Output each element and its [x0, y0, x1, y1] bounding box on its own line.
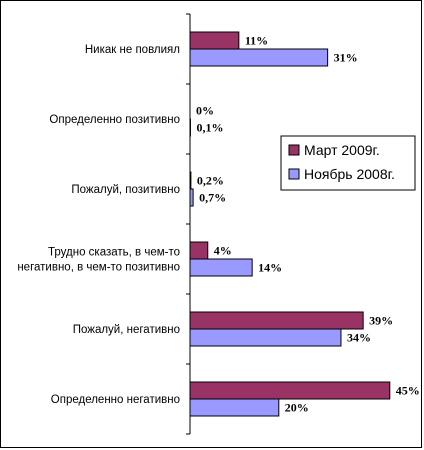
bar-noyabr-2008	[189, 328, 342, 347]
category-label: Определенно позитивно	[49, 114, 180, 126]
category-label: Пожалуй, позитивно	[71, 184, 180, 196]
bar-noyabr-2008	[189, 188, 194, 207]
category-label: Пожалуй, негативно	[73, 324, 180, 336]
bar-noyabr-2008	[189, 48, 329, 67]
data-label: 11%	[245, 34, 268, 48]
data-label: 0,7%	[199, 191, 226, 205]
legend-label: Март 2009г.	[304, 142, 380, 158]
data-label: 34%	[347, 331, 371, 345]
category-label: негативно, в чем-то позитивно	[17, 262, 180, 274]
bar-mart-2009	[189, 171, 192, 190]
data-label: 31%	[334, 51, 358, 65]
legend-label: Ноябрь 2008г.	[304, 166, 395, 182]
data-label: 45%	[396, 384, 420, 398]
bar-noyabr-2008	[189, 258, 253, 277]
category-label: Определенно негативно	[51, 394, 180, 406]
data-label: 39%	[369, 314, 393, 328]
data-label: 0,2%	[197, 174, 224, 188]
data-label: 14%	[258, 261, 282, 275]
category-label: Трудно сказать, в чем-то	[48, 247, 180, 259]
bar-mart-2009	[189, 241, 209, 260]
data-label: 4%	[214, 244, 232, 258]
bar-noyabr-2008	[189, 398, 280, 417]
legend-swatch	[288, 144, 300, 156]
data-label: 0%	[196, 104, 214, 118]
legend-box	[280, 135, 416, 191]
data-label: 0,1%	[196, 121, 223, 135]
bar-mart-2009	[189, 311, 364, 330]
category-label: Никак не повлиял	[85, 44, 180, 56]
data-label: 20%	[285, 401, 309, 415]
bar-mart-2009	[189, 31, 240, 50]
legend-swatch	[288, 168, 300, 180]
bar-mart-2009	[189, 381, 391, 400]
